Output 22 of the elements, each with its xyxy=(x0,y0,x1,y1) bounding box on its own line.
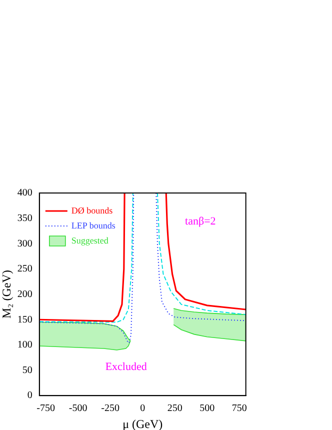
y-tick-label: 100 xyxy=(17,340,32,351)
legend-label: Suggested xyxy=(71,235,109,246)
x-tick-label: -500 xyxy=(68,403,88,414)
y-tick-label: 350 xyxy=(17,212,32,224)
x-tick-label: -750 xyxy=(36,403,56,414)
y-tick-label: 150 xyxy=(17,314,32,326)
y-tick-label: 200 xyxy=(17,288,32,300)
legend-label: LEP bounds xyxy=(71,220,116,230)
y-tick-label: 400 xyxy=(17,188,32,199)
x-tick-label: 0 xyxy=(140,403,146,414)
annotation: Excluded xyxy=(105,361,148,374)
x-tick-label: 500 xyxy=(200,403,215,414)
x-tick-label: 250 xyxy=(167,403,182,414)
legend-label: DØ bounds xyxy=(71,205,114,216)
y-tick-label: 250 xyxy=(17,264,32,275)
y-axis-title: M₂ (GeV) xyxy=(0,270,14,319)
x-tick-label: -250 xyxy=(101,403,120,414)
y-tick-label: 0 xyxy=(27,390,32,402)
y-tick-label: 50 xyxy=(22,364,32,376)
y-tick-label: 300 xyxy=(17,238,32,250)
annotation: tanβ=2 xyxy=(185,215,216,228)
x-tick-label: 750 xyxy=(232,403,247,414)
